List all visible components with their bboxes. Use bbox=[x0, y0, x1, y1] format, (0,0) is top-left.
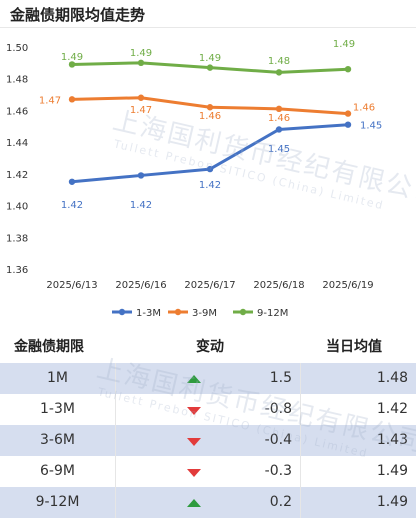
y-tick-label: 1.48 bbox=[6, 75, 28, 86]
legend-label: 1-3M bbox=[136, 308, 161, 319]
column-divider bbox=[115, 456, 116, 487]
data-point bbox=[206, 104, 214, 111]
data-label: 1.49 bbox=[61, 52, 83, 63]
change-cell: -0.3 bbox=[264, 463, 292, 479]
data-point bbox=[68, 96, 76, 103]
data-point bbox=[275, 69, 283, 76]
column-divider bbox=[115, 394, 116, 425]
down-arrow-icon bbox=[187, 469, 201, 477]
y-tick-label: 1.36 bbox=[6, 265, 28, 276]
data-label: 1.46 bbox=[353, 103, 375, 114]
data-point bbox=[206, 165, 214, 173]
x-tick-label: 2025/6/18 bbox=[253, 280, 304, 291]
data-point bbox=[137, 172, 145, 179]
line-chart: 1.50 1.48 1.46 1.44 1.42 1.40 1.38 1.36 2025/6/1… bbox=[6, 39, 382, 319]
column-divider bbox=[115, 363, 116, 394]
data-point bbox=[68, 61, 76, 68]
up-arrow-icon bbox=[187, 375, 201, 383]
data-label: 1.42 bbox=[61, 200, 83, 211]
column-divider bbox=[300, 456, 301, 487]
term-cell: 3-6M bbox=[40, 432, 75, 448]
x-tick-label: 2025/6/19 bbox=[322, 280, 373, 291]
data-point bbox=[137, 59, 145, 67]
change-cell: -0.8 bbox=[264, 401, 292, 417]
change-cell: 1.5 bbox=[269, 370, 292, 386]
term-table: 金融债期限 变动 当日均值 1M 1.5 1.48 1-3M -0.8 1.42… bbox=[0, 326, 416, 521]
down-arrow-icon bbox=[187, 407, 201, 415]
legend-label: 9-12M bbox=[257, 308, 288, 319]
column-divider bbox=[300, 363, 301, 394]
x-tick-label: 2025/6/16 bbox=[115, 280, 166, 291]
y-tick-label: 1.44 bbox=[6, 138, 28, 149]
avg-cell: 1.43 bbox=[376, 432, 408, 448]
y-tick-label: 1.50 bbox=[6, 43, 28, 54]
avg-cell: 1.42 bbox=[376, 401, 408, 417]
data-point bbox=[344, 121, 352, 128]
column-divider bbox=[300, 487, 301, 518]
x-tick-label: 2025/6/13 bbox=[46, 280, 97, 291]
data-point bbox=[206, 64, 214, 71]
data-label: 1.46 bbox=[199, 111, 221, 122]
avg-cell: 1.49 bbox=[376, 463, 408, 479]
data-point bbox=[275, 126, 283, 133]
data-label: 1.47 bbox=[130, 105, 152, 116]
data-label: 1.46 bbox=[268, 113, 290, 124]
header-term: 金融债期限 bbox=[14, 339, 84, 355]
series-line-1-3M bbox=[71, 123, 349, 184]
table-row: 1M 1.5 1.48 bbox=[0, 363, 416, 394]
up-arrow-icon bbox=[187, 499, 201, 507]
data-label: 1.42 bbox=[199, 180, 221, 191]
legend-marker bbox=[174, 308, 182, 316]
table-header: 金融债期限 变动 当日均值 bbox=[0, 326, 416, 363]
data-label: 1.49 bbox=[333, 39, 355, 50]
column-divider bbox=[115, 425, 116, 456]
table-row: 3-6M -0.4 1.43 bbox=[0, 425, 416, 456]
legend-label: 3-9M bbox=[192, 308, 217, 319]
avg-cell: 1.48 bbox=[376, 370, 408, 386]
data-point bbox=[137, 94, 145, 101]
data-point bbox=[344, 66, 352, 73]
y-tick-label: 1.46 bbox=[6, 106, 28, 117]
term-cell: 6-9M bbox=[40, 463, 75, 479]
down-arrow-icon bbox=[187, 438, 201, 446]
data-label: 1.49 bbox=[130, 48, 152, 59]
column-divider bbox=[115, 487, 116, 518]
chart-panel: 金融债期限均值走势 1.50 1.48 1.46 1.44 1.42 1.40 1.38 1.… bbox=[0, 6, 416, 319]
term-cell: 1M bbox=[47, 370, 68, 386]
data-label: 1.49 bbox=[199, 53, 221, 64]
x-tick-label: 2025/6/17 bbox=[184, 280, 235, 291]
table-row: 6-9M -0.3 1.49 bbox=[0, 456, 416, 487]
data-label: 1.45 bbox=[268, 144, 290, 155]
chart-title: 金融债期限均值走势 bbox=[10, 6, 146, 24]
y-tick-label: 1.42 bbox=[6, 170, 28, 181]
data-label: 1.47 bbox=[39, 95, 61, 106]
data-label: 1.48 bbox=[268, 56, 290, 67]
data-label: 1.45 bbox=[360, 121, 382, 132]
data-point bbox=[68, 178, 76, 185]
header-avg: 当日均值 bbox=[326, 339, 382, 355]
avg-cell: 1.49 bbox=[376, 494, 408, 510]
column-divider bbox=[300, 425, 301, 456]
y-tick-label: 1.38 bbox=[6, 233, 28, 244]
table-row: 1-3M -0.8 1.42 bbox=[0, 394, 416, 425]
change-cell: 0.2 bbox=[269, 494, 292, 510]
title-divider bbox=[0, 27, 416, 28]
column-divider bbox=[300, 394, 301, 425]
term-cell: 1-3M bbox=[40, 401, 75, 417]
change-cell: -0.4 bbox=[264, 432, 292, 448]
data-point bbox=[344, 110, 352, 117]
data-label: 1.42 bbox=[130, 200, 152, 211]
table-row: 9-12M 0.2 1.49 bbox=[0, 487, 416, 518]
header-change: 变动 bbox=[196, 339, 224, 355]
legend-marker bbox=[239, 308, 247, 316]
legend-marker bbox=[118, 308, 126, 316]
y-tick-label: 1.40 bbox=[6, 202, 28, 213]
data-point bbox=[275, 105, 283, 113]
term-cell: 9-12M bbox=[35, 494, 80, 510]
